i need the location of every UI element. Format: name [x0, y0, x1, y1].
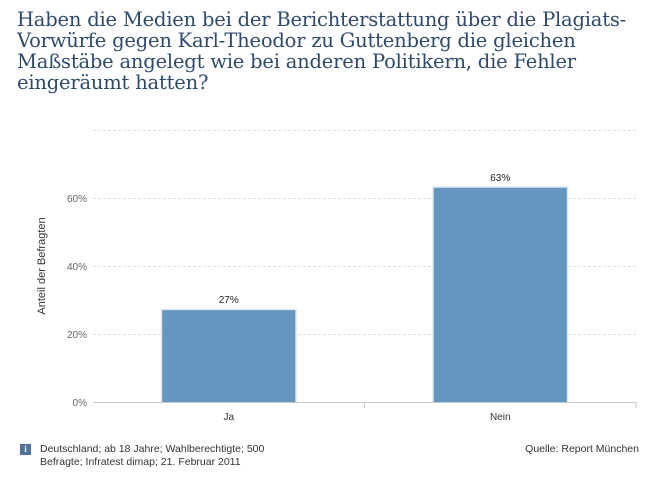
category-labels: Ja Nein	[223, 412, 510, 423]
bar-nein[interactable]	[433, 187, 567, 402]
source-label: Quelle: Report München	[525, 443, 639, 455]
chart-title: Haben die Medien bei der Berichterstattu…	[17, 8, 627, 94]
y-tick-label: 40%	[67, 262, 87, 273]
x-category-label: Nein	[490, 412, 511, 423]
y-axis-title: Anteil der Befragten	[36, 217, 48, 314]
x-axis-ticks	[364, 402, 637, 408]
bars	[160, 186, 569, 402]
data-labels: 27% 63%	[219, 173, 511, 306]
data-label: 63%	[490, 173, 510, 184]
y-tick-label: 0%	[73, 398, 88, 409]
x-category-label: Ja	[223, 412, 234, 423]
data-label: 27%	[219, 295, 239, 306]
y-tick-label: 20%	[67, 330, 87, 341]
bar-ja[interactable]	[162, 310, 296, 402]
survey-note: Deutschland; ab 18 Jahre; Wahlberechtigt…	[40, 443, 265, 468]
y-tick-label: 60%	[67, 194, 87, 205]
footer-info: i Deutschland; ab 18 Jahre; Wahlberechti…	[20, 443, 300, 469]
y-axis-ticks: 0% 20% 40% 60%	[67, 194, 87, 409]
info-icon[interactable]: i	[20, 444, 31, 455]
